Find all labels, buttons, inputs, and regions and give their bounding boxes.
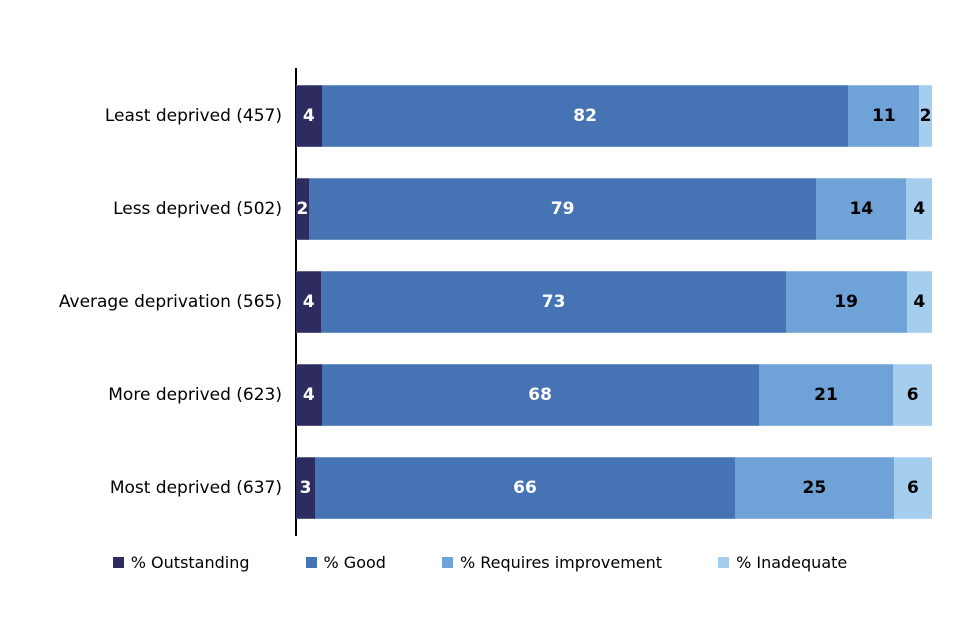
bar-value-label: 73 <box>541 292 566 312</box>
bar-track: 4 68 21 6 <box>296 364 932 426</box>
bar-value-label: 4 <box>913 292 926 312</box>
bar-segment: 4 <box>296 271 322 333</box>
bar-segment: 4 <box>906 178 932 240</box>
bar-segment: 3 <box>296 457 316 519</box>
legend-swatch-icon <box>305 557 317 568</box>
bar-value-label: 3 <box>299 478 312 498</box>
legend-item: % Inadequate <box>718 553 847 572</box>
bar-segment: 2 <box>919 85 932 147</box>
chart-row: Average deprivation (565) 4 73 19 4 <box>0 271 932 333</box>
category-label: Less deprived (502) <box>113 199 282 219</box>
bar-value-label: 11 <box>871 106 896 126</box>
legend-swatch-icon <box>441 557 453 568</box>
bar-value-label: 21 <box>814 385 838 405</box>
chart-row: Least deprived (457) 4 82 11 2 <box>0 85 932 147</box>
bar-track: 3 66 25 6 <box>296 457 932 519</box>
legend-item: % Outstanding <box>112 553 250 572</box>
bar-value-label: 4 <box>302 292 315 312</box>
legend-item: % Requires improvement <box>441 553 663 572</box>
bar-segment: 19 <box>785 271 907 333</box>
category-label: Least deprived (457) <box>104 106 282 126</box>
bar-value-label: 19 <box>834 292 858 312</box>
y-axis-line <box>295 68 297 536</box>
bar-value-label: 68 <box>528 385 552 405</box>
legend-item: % Good <box>305 553 386 572</box>
legend-swatch-icon <box>718 557 730 568</box>
bar-value-label: 4 <box>913 199 926 219</box>
bar-value-label: 82 <box>573 106 597 126</box>
bar-value-label: 2 <box>296 199 309 219</box>
bar-segment: 73 <box>321 271 786 333</box>
legend-label: % Outstanding <box>130 553 250 572</box>
category-label: Most deprived (637) <box>109 478 282 498</box>
bar-segment: 11 <box>848 85 920 147</box>
bar-track: 4 73 19 4 <box>296 271 932 333</box>
chart-row: Less deprived (502) 2 79 14 4 <box>0 178 932 240</box>
bar-segment: 6 <box>893 457 932 519</box>
bar-segment: 14 <box>816 178 907 240</box>
bar-segment: 66 <box>315 457 735 519</box>
bar-value-label: 4 <box>302 385 315 405</box>
legend-label: % Good <box>323 553 386 572</box>
legend-swatch-icon <box>112 557 124 568</box>
legend-label: % Requires improvement <box>459 553 663 572</box>
bar-segment: 79 <box>308 178 817 240</box>
bar-segment: 25 <box>734 457 894 519</box>
category-label: More deprived (623) <box>108 385 282 405</box>
bar-segment: 4 <box>296 85 322 147</box>
bar-value-label: 66 <box>513 478 537 498</box>
bar-value-label: 14 <box>849 199 874 219</box>
bar-segment: 4 <box>296 364 322 426</box>
bar-segment: 6 <box>893 364 932 426</box>
bar-value-label: 79 <box>550 199 575 219</box>
legend: % Outstanding % Good % Requires improvemen… <box>0 553 960 572</box>
bar-segment: 2 <box>296 178 309 240</box>
bar-track: 4 82 11 2 <box>296 85 932 147</box>
category-label: Average deprivation (565) <box>58 292 282 312</box>
bar-segment: 68 <box>321 364 759 426</box>
bar-value-label: 25 <box>802 478 827 498</box>
legend-label: % Inadequate <box>736 553 848 572</box>
bar-value-label: 4 <box>302 106 315 126</box>
bar-rows: Least deprived (457) 4 82 11 2 Less deprived … <box>0 85 932 550</box>
bar-value-label: 2 <box>919 106 932 126</box>
bar-value-label: 6 <box>906 385 919 405</box>
bar-segment: 4 <box>906 271 932 333</box>
bar-value-label: 6 <box>907 478 919 498</box>
chart-row: More deprived (623) 4 68 21 6 <box>0 364 932 426</box>
chart-row: Most deprived (637) 3 66 25 6 <box>0 457 932 519</box>
bar-track: 2 79 14 4 <box>296 178 932 240</box>
bar-segment: 82 <box>321 85 849 147</box>
bar-segment: 21 <box>758 364 894 426</box>
